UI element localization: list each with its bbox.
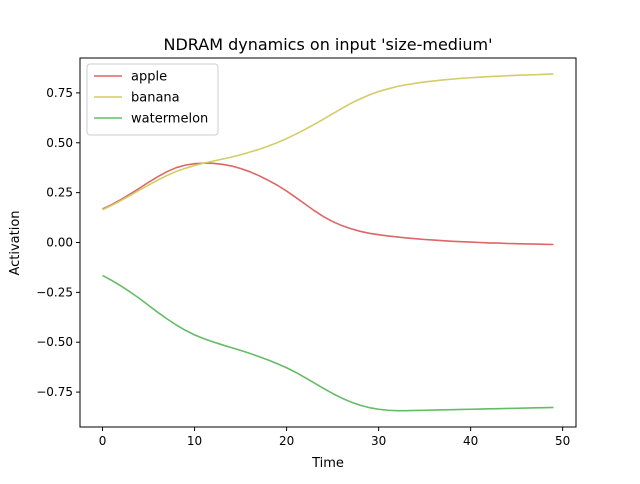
chart-title: NDRAM dynamics on input 'size-medium': [163, 35, 492, 54]
series-line-apple: [102, 162, 554, 246]
x-tick-label: 0: [99, 434, 107, 448]
y-tick-label: 0.00: [46, 236, 73, 250]
series-line-watermelon: [102, 274, 554, 412]
y-axis-label: Activation: [8, 210, 23, 275]
x-tick-label: 10: [187, 434, 202, 448]
legend-label-watermelon: watermelon: [131, 112, 208, 127]
y-tick-label: −0.75: [36, 385, 73, 399]
series-line-banana: [102, 73, 554, 211]
y-tick-label: −0.50: [36, 335, 73, 349]
x-tick-label: 40: [463, 434, 478, 448]
series-layer: [102, 73, 554, 412]
legend-label-apple: apple: [131, 70, 167, 85]
y-tick-label: −0.25: [36, 285, 73, 299]
x-axis-label: Time: [311, 456, 344, 471]
x-axis-ticks: 0 10 20 30 40 50: [99, 427, 570, 448]
legend: apple banana watermelon: [86, 63, 219, 136]
legend-label-banana: banana: [131, 91, 180, 106]
y-tick-label: 0.25: [46, 186, 73, 200]
x-tick-label: 50: [555, 434, 570, 448]
x-tick-label: 20: [279, 434, 294, 448]
y-axis-ticks: −0.75 −0.50 −0.25 0.00 0.25 0.50 0.75: [36, 86, 80, 399]
y-tick-label: 0.75: [46, 86, 73, 100]
y-tick-label: 0.50: [46, 136, 73, 150]
x-tick-label: 30: [371, 434, 386, 448]
